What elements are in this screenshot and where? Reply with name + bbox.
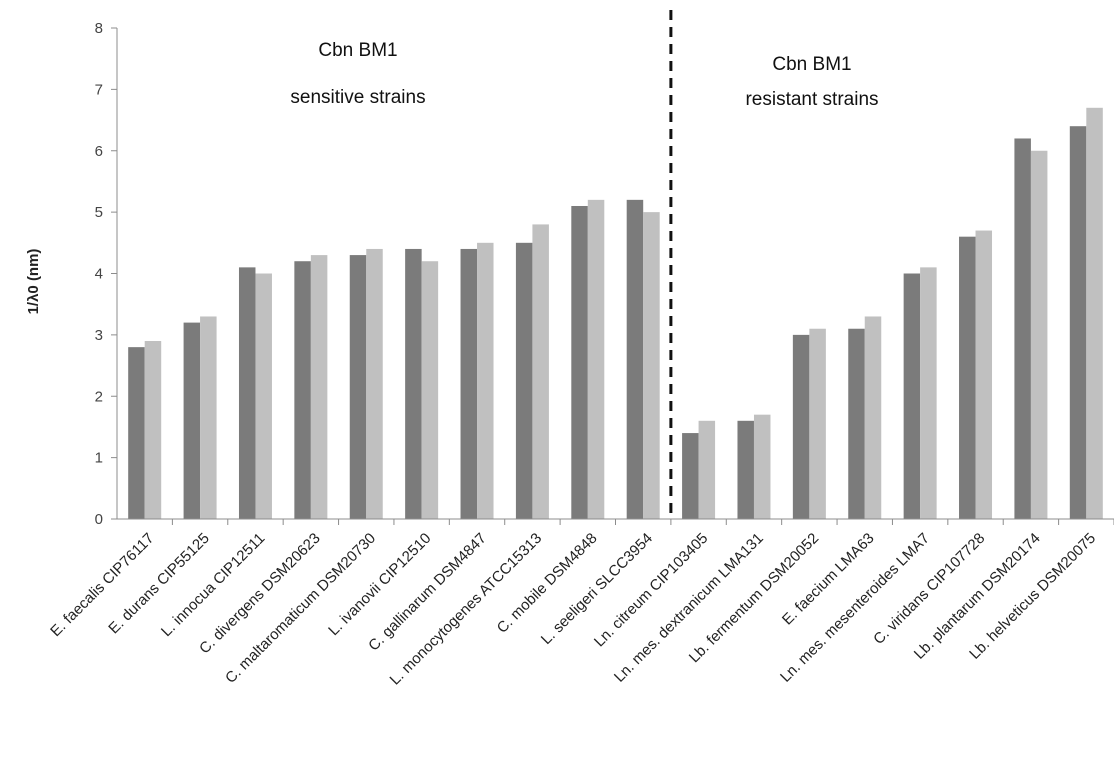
bar (587, 199, 605, 519)
bar (1069, 126, 1087, 519)
bar (864, 316, 882, 519)
annotation-resistant-line1: Cbn BM1 (772, 54, 851, 75)
annotation-sensitive-line2: sensitive strains (290, 87, 425, 108)
x-category-label: C. mobile DSM4848 (494, 530, 601, 637)
annotation-resistant-line2: resistant strains (745, 89, 878, 110)
x-category-label: L. ivanovii CIP12510 (325, 530, 434, 639)
y-tick-label: 4 (95, 266, 103, 283)
y-tick-label: 0 (95, 511, 103, 528)
bar (1030, 150, 1048, 519)
bar (698, 420, 716, 519)
bar (959, 236, 976, 520)
bar (349, 255, 367, 519)
bar (571, 205, 588, 520)
bar (975, 230, 993, 519)
x-category-label: L. innocua CIP12511 (158, 530, 268, 640)
bar (532, 224, 549, 519)
x-category-label: E. faecalis CIP76117 (47, 530, 157, 640)
x-category-label: L. seeligeri SLCC3954 (538, 530, 656, 648)
bar (128, 347, 145, 519)
bar (294, 261, 311, 519)
bars (128, 107, 1114, 525)
bar (200, 316, 217, 519)
y-axis-title: 1/λ0 (nm) (25, 249, 42, 315)
bar (310, 255, 328, 519)
annotation-sensitive-strains: Cbn BM1 sensitive strains (290, 40, 425, 108)
y-tick-label: 1 (95, 450, 103, 467)
bar (183, 322, 201, 519)
annotation-resistant-strains: Cbn BM1 resistant strains (745, 54, 878, 110)
bar (903, 273, 921, 519)
bar (366, 248, 383, 519)
y-tick-label: 6 (95, 143, 103, 160)
y-tick-label: 8 (95, 20, 103, 37)
bar (1014, 138, 1031, 519)
bar (643, 212, 660, 519)
y-tick-label: 2 (95, 388, 103, 405)
y-tick-label: 3 (95, 327, 103, 344)
bar (477, 242, 494, 519)
bar (809, 328, 826, 519)
y-axis-ticks: 0 1 2 3 4 5 6 7 8 (95, 20, 117, 528)
bar (144, 341, 162, 519)
bar (405, 248, 422, 519)
bar (848, 328, 865, 519)
bar (753, 414, 771, 519)
y-tick-label: 7 (95, 81, 103, 98)
bar (1086, 107, 1103, 519)
bar (238, 267, 256, 519)
bar (737, 420, 754, 519)
bar (920, 267, 937, 519)
bar (421, 261, 439, 519)
y-tick-label: 5 (95, 204, 103, 221)
bar (682, 433, 699, 519)
bar (626, 199, 644, 519)
bar (515, 242, 533, 519)
x-category-label: E. durans CIP55125 (105, 530, 213, 638)
x-category-label: E. faecium LMA63 (779, 530, 878, 629)
bar (255, 273, 272, 519)
bar (460, 248, 478, 519)
x-category-label: C. viridans CIP107728 (870, 530, 988, 648)
bar (792, 334, 810, 519)
annotation-sensitive-line1: Cbn BM1 (318, 40, 397, 61)
